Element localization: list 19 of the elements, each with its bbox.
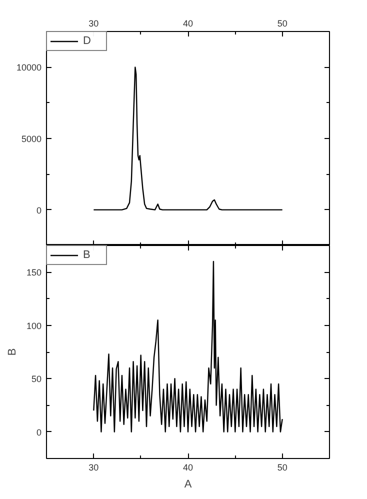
x-tick-label: 40	[182, 462, 194, 472]
x-tick-label: 30	[88, 462, 99, 472]
y-tick-label: 50	[31, 374, 42, 384]
x-tick-label: 30	[88, 18, 99, 28]
line-series	[93, 260, 283, 432]
x-tick-label: 40	[182, 18, 194, 28]
line-series	[93, 66, 283, 210]
y-tick-label: 5000	[21, 134, 42, 144]
y-tick-label: 150	[26, 268, 42, 278]
x-tick-label: 50	[277, 462, 288, 472]
y-tick-label: 10000	[16, 62, 42, 73]
legend-label: D	[83, 35, 92, 47]
y-tick-label: 100	[26, 320, 42, 331]
y-axis-title: B	[6, 348, 18, 356]
x-axis-title: A	[184, 478, 192, 490]
legend-label: B	[83, 249, 92, 261]
y-tick-label: 0	[36, 205, 42, 216]
x-tick-label: 50	[277, 18, 288, 28]
y-tick-label: 0	[36, 427, 42, 438]
